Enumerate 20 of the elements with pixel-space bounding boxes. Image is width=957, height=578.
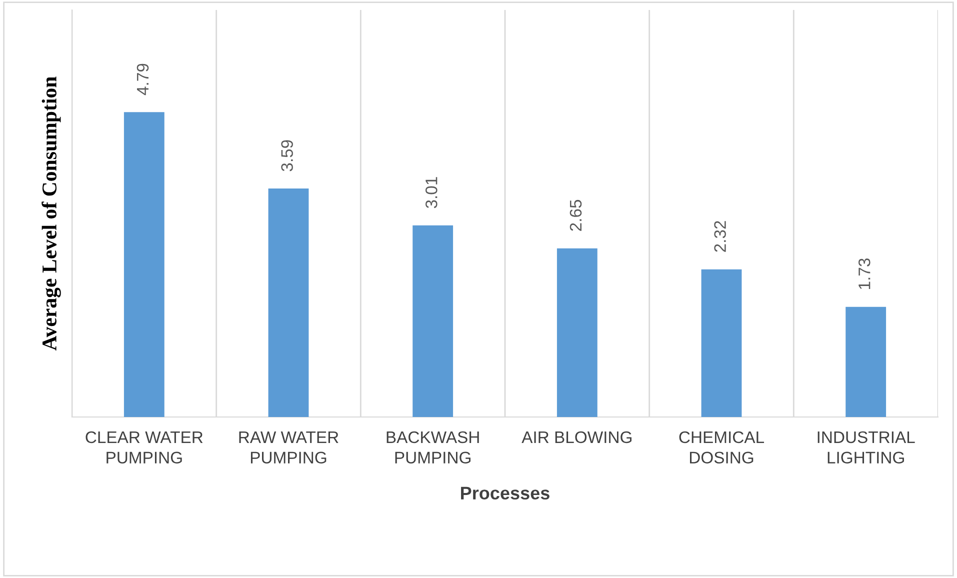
x-axis-title: Processes (461, 486, 550, 500)
x-tick-label: CLEAR WATER PUMPING (86, 431, 203, 464)
x-tick-label: AIR BLOWING (522, 431, 632, 444)
x-tick-label: RAW WATER PUMPING (239, 432, 338, 464)
x-tick-label: BACKWASH PUMPING (386, 431, 479, 464)
data-label: 3.01 (426, 177, 438, 208)
x-tick-label: INDUSTRIAL LIGHTING (818, 431, 915, 464)
bar (412, 225, 454, 417)
bar (556, 248, 598, 417)
data-label: 4.79 (136, 64, 149, 96)
data-label: 3.59 (281, 140, 293, 172)
data-label: 2.32 (714, 221, 726, 252)
data-label: 1.73 (858, 258, 870, 289)
bar (124, 112, 164, 417)
bar (701, 269, 742, 417)
bar (846, 306, 886, 417)
y-axis-title: Average Level of Consumption (42, 76, 61, 351)
data-label: 2.65 (570, 200, 582, 231)
bar (268, 188, 309, 417)
x-tick-label: CHEMICAL DOSING (679, 431, 764, 464)
